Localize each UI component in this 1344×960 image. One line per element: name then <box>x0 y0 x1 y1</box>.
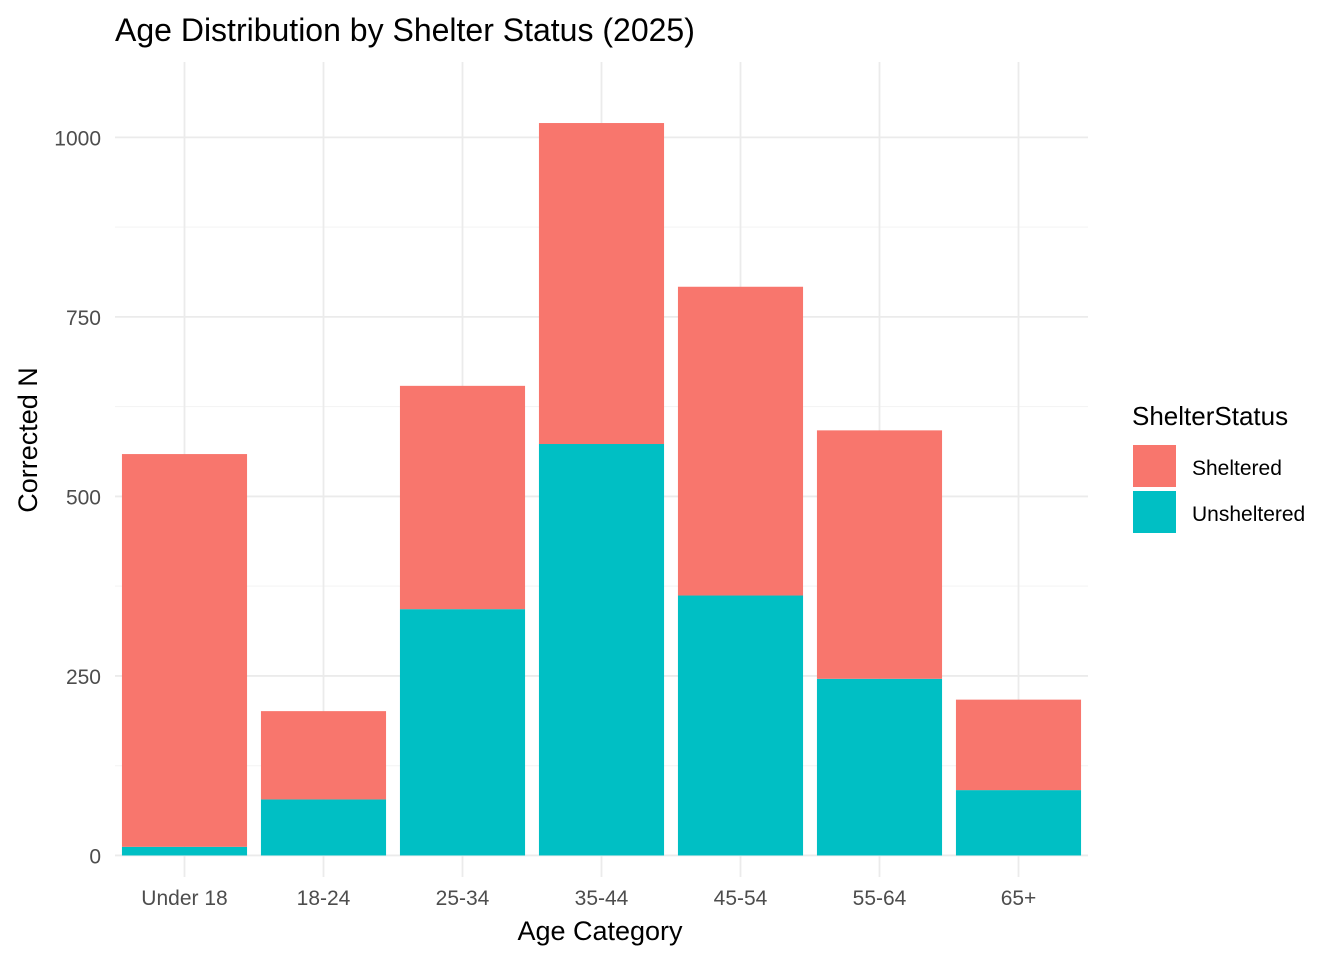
bar-unsheltered <box>677 595 804 856</box>
x-tick-label: 65+ <box>1001 887 1037 910</box>
bar-sheltered <box>955 699 1082 791</box>
y-axis-title: Corrected N <box>13 367 43 513</box>
bar-unsheltered <box>816 678 943 856</box>
bar-sheltered <box>399 385 526 610</box>
bar-unsheltered <box>260 799 387 856</box>
bar-sheltered <box>816 430 943 679</box>
bar-unsheltered <box>121 846 248 856</box>
x-tick-label: 25-34 <box>436 887 490 910</box>
legend: ShelterStatus Sheltered Unsheltered <box>1132 401 1305 533</box>
bar-sheltered <box>538 123 665 445</box>
y-tick-label: 1000 <box>54 127 101 150</box>
chart-title: Age Distribution by Shelter Status (2025… <box>115 12 695 48</box>
x-tick-label: 18-24 <box>297 887 351 910</box>
bar-sheltered <box>677 286 804 596</box>
x-axis: Under 18 18-24 25-34 35-44 45-54 55-64 65+ <box>141 887 1036 910</box>
bar-unsheltered <box>538 444 665 856</box>
y-axis: 0 250 500 750 1000 <box>54 127 101 868</box>
legend-label-unsheltered: Unsheltered <box>1192 503 1305 526</box>
bar-unsheltered <box>955 790 1082 856</box>
y-tick-label: 250 <box>66 666 101 689</box>
bar-sheltered <box>121 454 248 847</box>
y-tick-label: 500 <box>66 486 101 509</box>
x-tick-label: 55-64 <box>853 887 907 910</box>
legend-key-unsheltered <box>1133 491 1176 533</box>
y-tick-label: 0 <box>89 845 101 868</box>
legend-label-sheltered: Sheltered <box>1192 457 1282 480</box>
legend-title: ShelterStatus <box>1132 401 1288 431</box>
x-tick-label: 35-44 <box>575 887 629 910</box>
bar-unsheltered <box>399 609 526 856</box>
x-tick-label: Under 18 <box>141 887 227 910</box>
bar-sheltered <box>260 711 387 800</box>
x-axis-title: Age Category <box>517 916 683 946</box>
legend-key-sheltered <box>1133 445 1176 487</box>
x-tick-label: 45-54 <box>714 887 768 910</box>
bars-layer <box>121 123 1082 856</box>
y-tick-label: 750 <box>66 307 101 330</box>
